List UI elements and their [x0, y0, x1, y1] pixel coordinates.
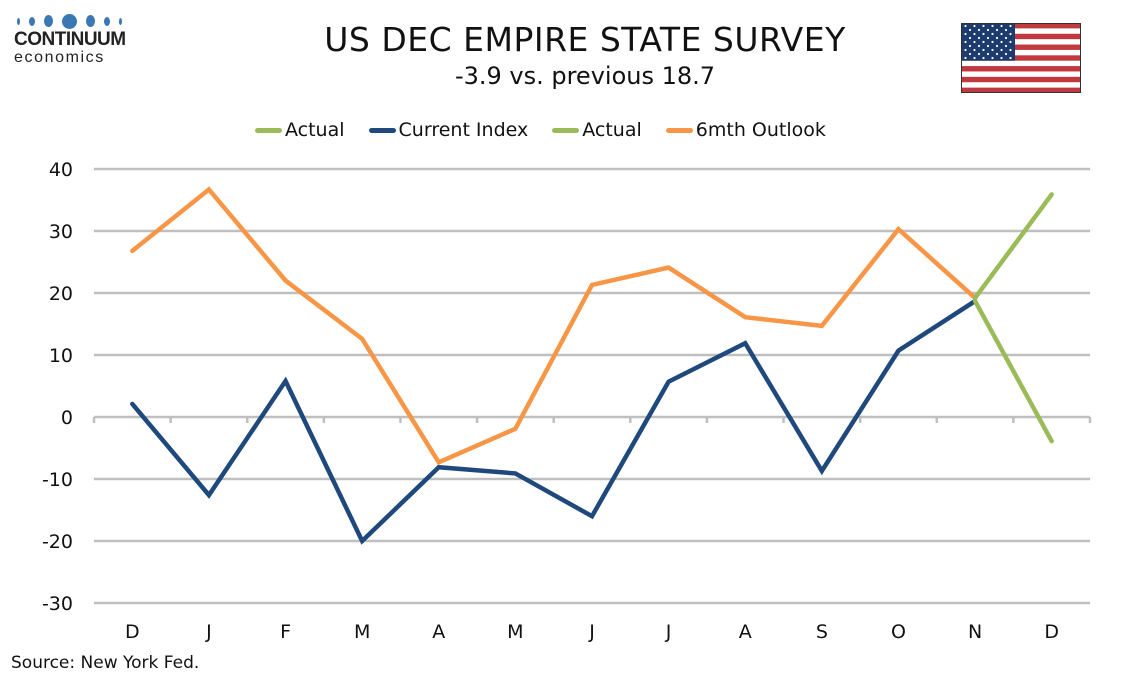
logo-dots-icon — [17, 13, 134, 29]
chart-legend: Actual Current Index Actual 6mth Outlook — [255, 119, 850, 141]
series-lines — [130, 186, 1054, 545]
legend-label: Actual — [285, 119, 345, 141]
legend-label: Current Index — [398, 119, 529, 141]
x-tick-label: A — [432, 621, 445, 643]
y-tick-label: 40 — [49, 159, 73, 181]
x-tick-label: M — [354, 621, 370, 643]
y-tick-label: -20 — [42, 531, 73, 553]
gridlines — [92, 167, 1092, 605]
x-tick-label: F — [280, 621, 291, 643]
source-note: Source: New York Fed. — [11, 653, 200, 673]
y-axis-ticks: 40 30 20 10 0 -10 -20 -30 — [42, 159, 73, 615]
y-tick-label: -10 — [42, 469, 73, 491]
legend-item-actual-current: Actual — [255, 119, 345, 141]
legend-item-current-index: Current Index — [368, 119, 529, 141]
x-tick-label: D — [125, 621, 140, 643]
x-tick-label: J — [665, 621, 672, 643]
chart-subtitle: -3.9 vs. previous 18.7 — [454, 62, 716, 90]
series-line-current-index-1 — [130, 298, 978, 545]
legend-item-6mth-outlook: 6mth Outlook — [665, 119, 826, 141]
x-tick-label: N — [968, 621, 982, 643]
legend-swatch — [255, 127, 282, 133]
y-tick-label: -30 — [42, 593, 73, 615]
x-tick-label: J — [205, 621, 212, 643]
x-tick-label: S — [816, 621, 828, 643]
legend-swatch — [368, 127, 396, 133]
y-tick-label: 10 — [49, 345, 73, 367]
legend-swatch — [552, 127, 580, 133]
y-tick-label: 20 — [49, 283, 73, 305]
logo-wordmark: CONTINUUM — [14, 29, 126, 50]
series-line-6mth-outlook-3 — [130, 186, 978, 466]
legend-label: 6mth Outlook — [695, 119, 826, 141]
x-tick-label: O — [891, 621, 906, 643]
y-tick-label: 0 — [61, 407, 73, 429]
y-tick-label: 30 — [49, 221, 73, 243]
chart-title: US DEC EMPIRE STATE SURVEY — [324, 20, 846, 59]
series-line-actual-0 — [972, 298, 1054, 444]
legend-swatch — [665, 127, 693, 133]
x-tick-label: J — [588, 621, 595, 643]
series-line-actual-2 — [972, 192, 1054, 301]
legend-item-actual-outlook: Actual — [552, 119, 642, 141]
continuum-logo: CONTINUUM economics — [14, 13, 134, 66]
x-tick-label: M — [507, 621, 523, 643]
x-tick-label: D — [1044, 621, 1059, 643]
us-flag-icon — [961, 23, 1081, 93]
x-tick-label: A — [739, 621, 752, 643]
logo-subword: economics — [14, 49, 105, 66]
legend-label: Actual — [582, 119, 642, 141]
